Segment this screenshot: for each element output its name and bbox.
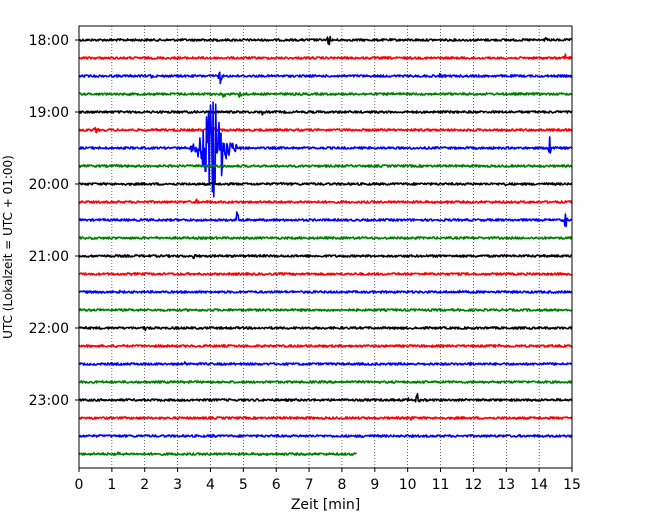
x-tick-label: 3 [173, 477, 182, 493]
trace-line [78, 433, 573, 439]
trace-line [78, 308, 573, 312]
trace-line [78, 343, 573, 348]
trace-line [78, 380, 573, 384]
y-tick-label: 22:00 [29, 321, 69, 337]
x-tick-label: 11 [432, 477, 450, 493]
trace-line [78, 91, 573, 98]
x-tick-label: 0 [75, 477, 84, 493]
trace-line [78, 325, 573, 332]
trace-line [78, 110, 573, 116]
x-tick-label: 12 [464, 477, 482, 493]
trace-line [78, 126, 573, 134]
y-axis-label: UTC (Lokalzeit = UTC + 01:00) [1, 155, 15, 339]
trace-line [78, 236, 573, 240]
x-tick-label: 15 [563, 477, 581, 493]
trace-line [78, 361, 573, 367]
x-tick-label: 6 [272, 477, 281, 493]
trace-line [78, 211, 573, 228]
y-axis: 18:00 19:00 20:00 21:00 22:00 23:00 [29, 33, 79, 409]
y-tick-label: 21:00 [29, 249, 69, 265]
trace-line [78, 181, 573, 187]
trace-line [78, 289, 573, 294]
x-tick-label: 4 [206, 477, 215, 493]
x-tick-label: 13 [497, 477, 515, 493]
y-tick-label: 19:00 [29, 105, 69, 121]
x-tick-label: 7 [305, 477, 314, 493]
x-tick-label: 10 [399, 477, 417, 493]
x-tick-label: 8 [337, 477, 346, 493]
x-tick-label: 14 [530, 477, 548, 493]
trace-line [78, 392, 573, 403]
x-tick-label: 2 [140, 477, 149, 493]
trace-line [78, 451, 358, 456]
y-tick-label: 18:00 [29, 33, 69, 49]
trace-line [78, 198, 573, 205]
x-axis-label: Zeit [min] [291, 497, 360, 513]
x-tick-label: 1 [107, 477, 116, 493]
y-tick-label: 23:00 [29, 393, 69, 409]
plot-frame [78, 25, 573, 469]
trace-line [78, 101, 573, 198]
trace-line [78, 415, 573, 421]
trace-layer [78, 35, 573, 456]
y-tick-label: 20:00 [29, 177, 69, 193]
x-tick-label: 9 [370, 477, 379, 493]
trace-line [78, 71, 573, 85]
x-tick-label: 5 [239, 477, 248, 493]
trace-line [78, 35, 573, 46]
x-axis: 0 1 2 3 4 5 6 7 8 9 10 11 12 13 14 15 [75, 468, 581, 493]
trace-line [78, 254, 573, 260]
trace-line [78, 53, 573, 60]
trace-line [78, 164, 573, 168]
trace-line [78, 272, 573, 276]
